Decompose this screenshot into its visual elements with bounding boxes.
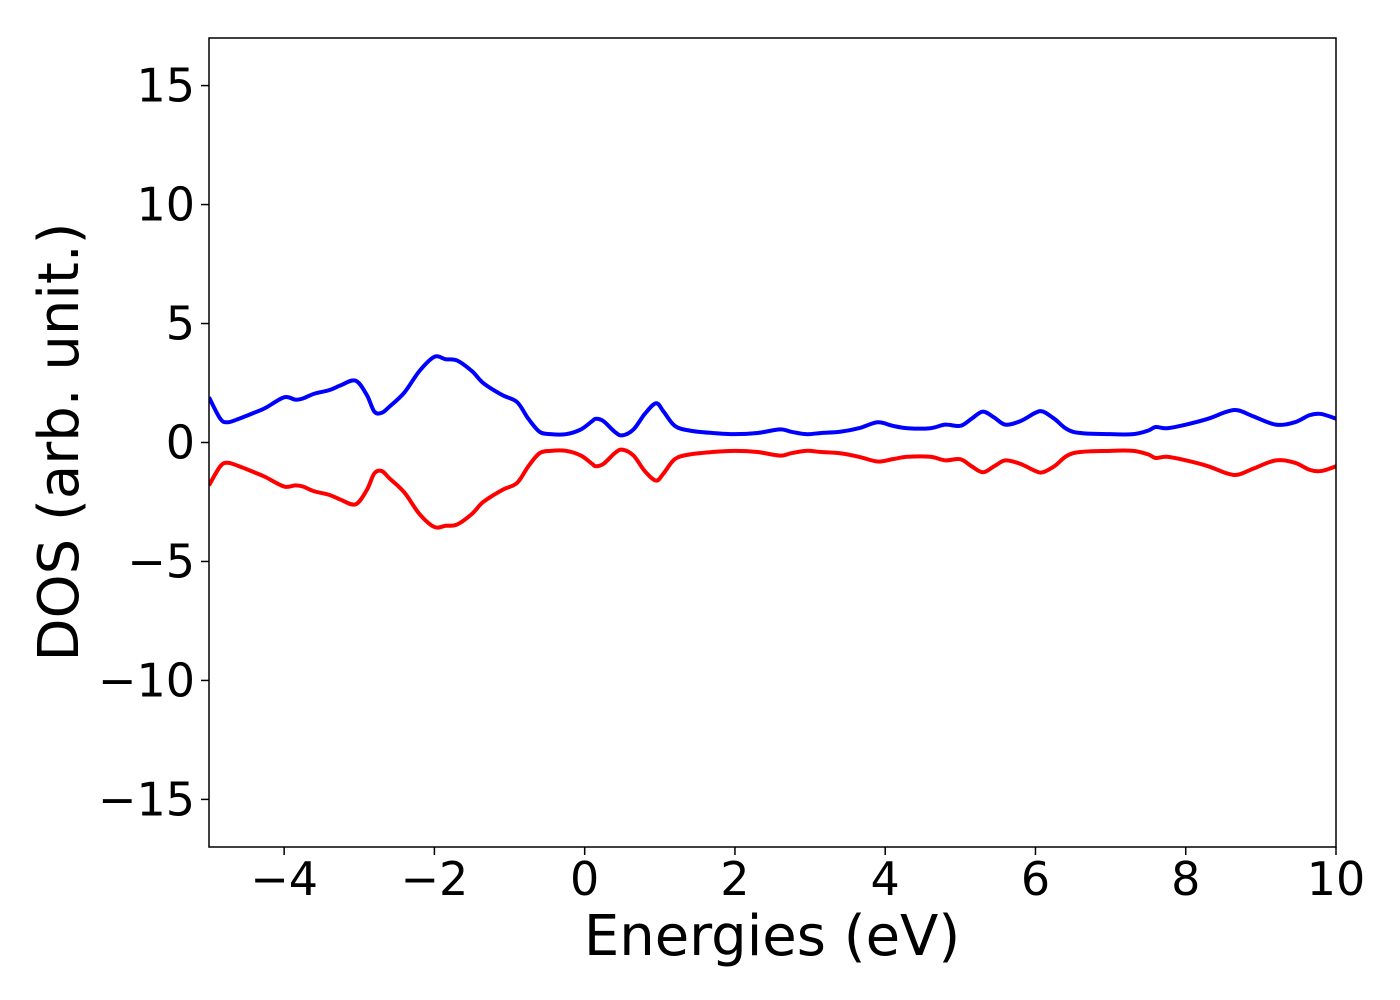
dos-line-positive — [209, 354, 1336, 438]
y-tick-label: 5 — [166, 297, 195, 351]
x-tick-label: 10 — [1307, 852, 1366, 906]
y-tick-label: −5 — [127, 534, 195, 588]
y-tick-label: 0 — [166, 416, 195, 470]
x-tick-label: 8 — [1171, 852, 1200, 906]
x-axis: −4 −2 0 2 4 6 8 10 — [250, 847, 1365, 906]
x-tick-label: 4 — [871, 852, 900, 906]
x-tick-label: 2 — [720, 852, 749, 906]
y-axis: −15 −10 −5 0 5 10 15 — [98, 59, 209, 826]
dos-line-negative — [209, 447, 1336, 530]
y-tick-label: −10 — [98, 653, 195, 707]
y-tick-label: 15 — [136, 59, 195, 113]
plot-area-frame — [208, 37, 1337, 848]
x-tick-label: −4 — [250, 852, 318, 906]
y-tick-label: 10 — [136, 178, 195, 232]
x-axis-label: Energies (eV) — [584, 904, 960, 969]
series-layer — [209, 354, 1336, 530]
x-tick-label: −2 — [400, 852, 468, 906]
x-tick-label: 0 — [570, 852, 599, 906]
y-axis-label: DOS (arb. unit.) — [27, 222, 92, 661]
x-tick-label: 6 — [1021, 852, 1050, 906]
y-tick-label: −15 — [98, 772, 195, 826]
